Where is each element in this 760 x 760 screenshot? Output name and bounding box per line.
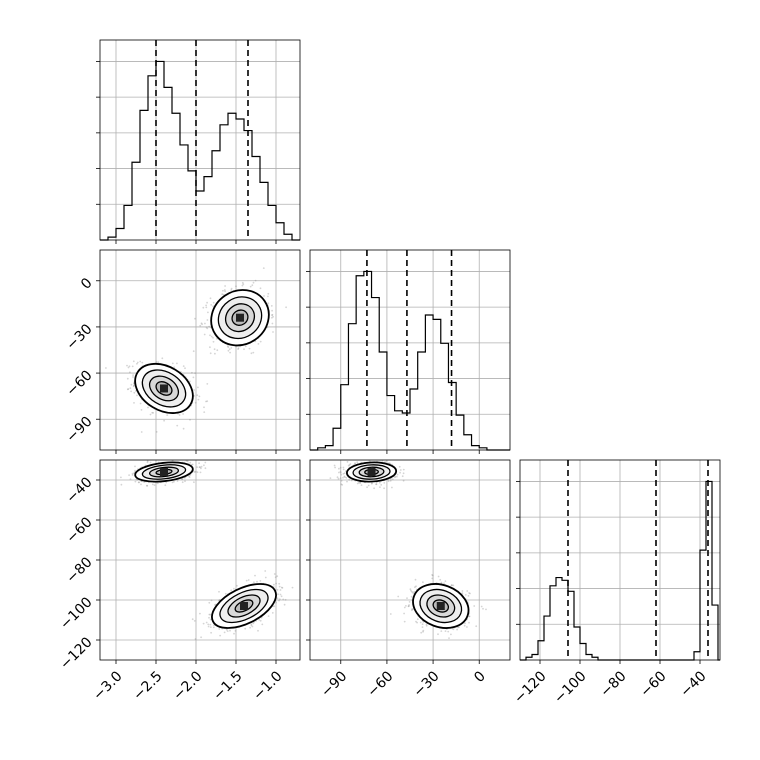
x-tick-label: −2.0	[170, 668, 205, 703]
density-peak	[436, 602, 445, 610]
panel-frame	[99, 39, 301, 241]
y-tick-label: −120	[57, 634, 96, 673]
panel-frame	[99, 249, 301, 451]
panel-frame	[309, 249, 511, 451]
x-tick-label: −3.0	[90, 668, 125, 703]
y-tick-label: −90	[63, 414, 95, 446]
panel-frame	[519, 459, 721, 661]
y-tick-label: 0	[78, 275, 96, 293]
histogram-panel-1	[306, 249, 511, 454]
density-peak	[236, 313, 244, 322]
scatter-points	[120, 460, 294, 640]
x-tick-label: −1.5	[210, 668, 245, 703]
x-tick-label: −30	[410, 668, 442, 700]
density-peak	[240, 602, 248, 610]
y-tick-label: −40	[63, 474, 95, 506]
panel-frame	[99, 459, 301, 661]
y-tick-label: −30	[63, 321, 95, 353]
x-tick-label: −2.5	[130, 668, 165, 703]
y-tick-label: −80	[63, 554, 95, 586]
x-tick-label: −120	[511, 668, 550, 707]
histogram-panel-0	[96, 39, 301, 244]
scatter-panel-0-1	[96, 249, 301, 454]
scatter-panel-1-2	[306, 459, 511, 664]
x-tick-label: −100	[551, 668, 590, 707]
scatter-panel-0-2	[96, 459, 301, 664]
y-tick-label: −60	[63, 367, 95, 399]
x-tick-label: −60	[364, 668, 396, 700]
x-tick-label: 0	[471, 668, 489, 686]
histogram-step-line	[310, 270, 510, 451]
x-tick-label: −60	[637, 668, 669, 700]
x-tick-label: −1.0	[250, 668, 285, 703]
x-tick-label: −90	[318, 668, 350, 700]
density-peak	[367, 468, 376, 476]
x-tick-label: −80	[597, 668, 629, 700]
y-tick-label: −100	[57, 594, 96, 633]
panel-frame	[309, 459, 511, 661]
density-peak	[160, 468, 168, 476]
y-tick-label: −60	[63, 514, 95, 546]
density-peak	[160, 384, 168, 393]
histogram-step-line	[100, 60, 300, 241]
histogram-panel-2	[516, 459, 721, 664]
x-tick-label: −40	[677, 668, 709, 700]
